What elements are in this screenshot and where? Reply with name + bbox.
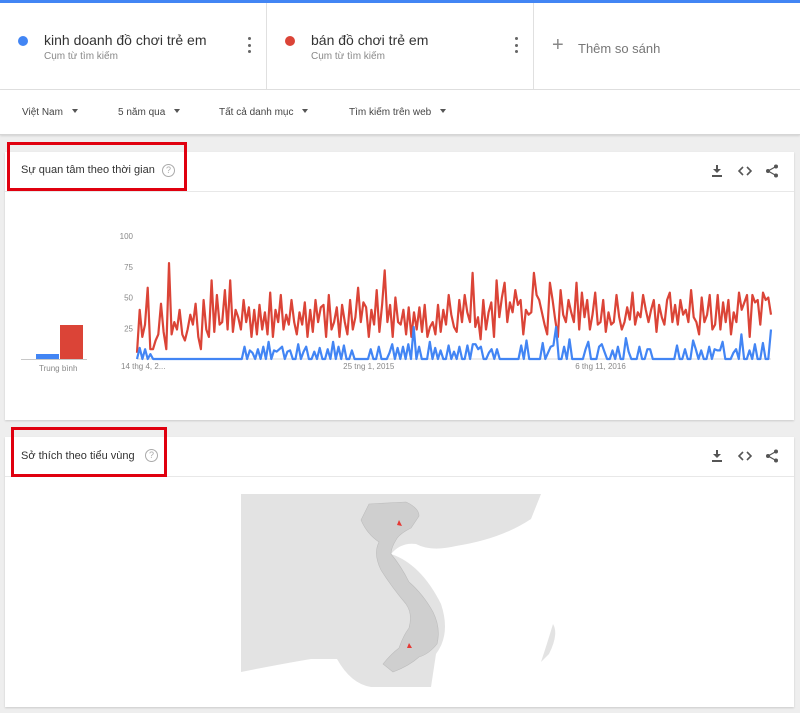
filter-timeframe-dropdown[interactable]: 5 năm qua xyxy=(118,107,181,118)
y-tick-label: 75 xyxy=(124,263,133,272)
search-term-name[interactable]: kinh doanh đồ chơi trẻ em xyxy=(44,32,207,48)
series-color-dot-red xyxy=(285,36,295,46)
x-tick-label: 25 tng 1, 2015 xyxy=(343,362,395,371)
plus-icon: + xyxy=(552,34,564,56)
card-title: Sự quan tâm theo thời gian xyxy=(21,164,155,176)
embed-code-icon[interactable] xyxy=(738,164,752,178)
more-vert-icon[interactable] xyxy=(246,37,252,53)
x-axis-ticks: 14 thg 4, 2... 25 tng 1, 2015 6 thg 11, 20… xyxy=(121,362,626,371)
filter-label: Tất cả danh mục xyxy=(219,107,294,118)
filter-label: Tìm kiếm trên web xyxy=(349,107,432,118)
average-bar-kinh-doanh xyxy=(36,354,59,359)
more-vert-icon[interactable] xyxy=(513,37,519,53)
search-terms-bar: kinh doanh đồ chơi trẻ em Cụm từ tìm kiế… xyxy=(0,3,800,90)
filter-label: 5 năm qua xyxy=(118,107,166,118)
highlight-box-title xyxy=(7,142,187,191)
interest-over-time-card: Sự quan tâm theo thời gian ? Trung bình … xyxy=(5,142,794,420)
search-term-2[interactable]: bán đồ chơi trẻ em Cụm từ tìm kiếm xyxy=(267,3,534,90)
average-label: Trung bình xyxy=(39,364,78,373)
filter-search-type-dropdown[interactable]: Tìm kiếm trên web xyxy=(349,107,447,118)
download-icon[interactable] xyxy=(710,164,724,178)
add-comparison-label: Thêm so sánh xyxy=(578,41,661,56)
series-line-kinh-doanh-do-choi[interactable] xyxy=(135,325,773,361)
x-tick-label: 6 thg 11, 2016 xyxy=(575,362,626,371)
series-line-ban-do-choi[interactable] xyxy=(135,261,773,353)
card-title: Sở thích theo tiểu vùng xyxy=(21,450,135,462)
top-accent-line xyxy=(0,0,800,3)
series-color-dot-blue xyxy=(18,36,28,46)
average-bar-ban xyxy=(60,324,83,359)
caret-down-icon xyxy=(71,109,78,114)
caret-down-icon xyxy=(440,109,447,114)
filter-label: Việt Nam xyxy=(22,107,63,118)
caret-down-icon xyxy=(302,109,309,114)
card-header xyxy=(5,437,794,477)
y-tick-label: 25 xyxy=(124,324,133,333)
highlight-box-title xyxy=(11,427,167,477)
search-term-type: Cụm từ tìm kiếm xyxy=(311,51,385,62)
vietnam-map[interactable] xyxy=(241,494,563,687)
search-term-name[interactable]: bán đồ chơi trẻ em xyxy=(311,32,429,48)
y-tick-label: 100 xyxy=(120,232,134,241)
filter-region-dropdown[interactable]: Việt Nam xyxy=(22,107,78,118)
average-baseline xyxy=(21,359,87,360)
caret-down-icon xyxy=(174,109,181,114)
subregion-interest-card: Sở thích theo tiểu vùng ? xyxy=(5,427,794,707)
search-term-type: Cụm từ tìm kiếm xyxy=(44,51,118,62)
filter-bar: Việt Nam 5 năm qua Tất cả danh mục Tìm k… xyxy=(0,90,800,135)
embed-code-icon[interactable] xyxy=(738,449,752,463)
y-axis-ticks: 100 75 50 25 xyxy=(120,232,134,333)
share-icon[interactable] xyxy=(765,449,779,463)
card-header xyxy=(5,152,794,192)
x-tick-label: 14 thg 4, 2... xyxy=(121,362,165,371)
interest-line-chart[interactable]: 100 75 50 25 14 thg 4, 2... 25 tng 1, 2015 6 … xyxy=(105,222,780,372)
help-icon[interactable]: ? xyxy=(145,449,158,462)
download-icon[interactable] xyxy=(710,449,724,463)
help-icon[interactable]: ? xyxy=(162,164,175,177)
chart-series xyxy=(135,261,773,361)
share-icon[interactable] xyxy=(765,164,779,178)
search-term-1[interactable]: kinh doanh đồ chơi trẻ em Cụm từ tìm kiế… xyxy=(0,3,267,90)
y-tick-label: 50 xyxy=(124,294,133,303)
add-comparison-button[interactable]: + Thêm so sánh xyxy=(534,3,800,89)
filter-category-dropdown[interactable]: Tất cả danh mục xyxy=(219,107,309,118)
